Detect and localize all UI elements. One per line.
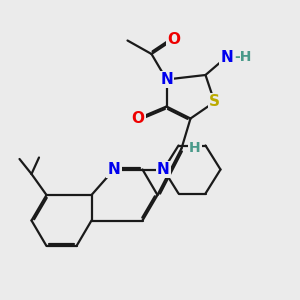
Text: -H: -H <box>234 50 252 64</box>
Text: N: N <box>160 72 173 87</box>
Text: O: O <box>131 111 145 126</box>
Text: S: S <box>209 94 220 110</box>
Text: O: O <box>167 32 181 46</box>
Text: H: H <box>189 142 201 155</box>
Text: N: N <box>157 162 170 177</box>
Text: N: N <box>220 50 233 64</box>
Text: N: N <box>108 162 120 177</box>
